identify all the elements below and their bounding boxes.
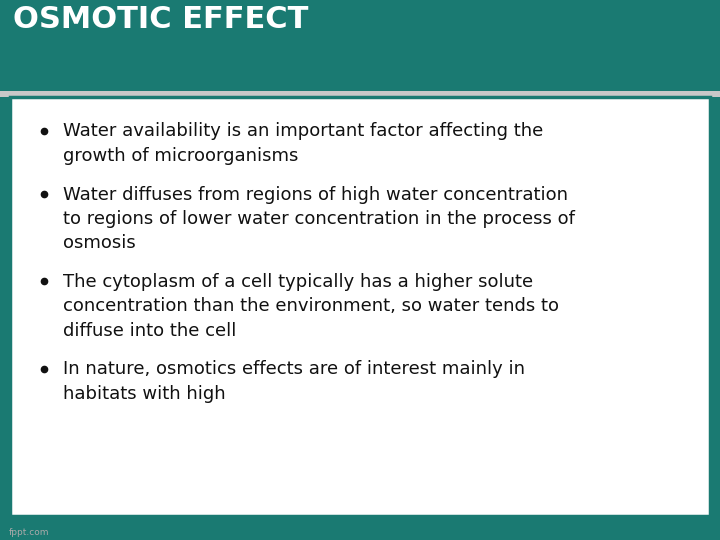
- Text: Water availability is an important factor affecting the: Water availability is an important facto…: [63, 122, 543, 140]
- Text: OSMOTIC EFFECT: OSMOTIC EFFECT: [13, 5, 308, 35]
- Text: to regions of lower water concentration in the process of: to regions of lower water concentration …: [63, 210, 575, 228]
- Text: growth of microorganisms: growth of microorganisms: [63, 146, 298, 165]
- Text: concentration than the environment, so water tends to: concentration than the environment, so w…: [63, 297, 559, 315]
- Text: osmosis: osmosis: [63, 234, 135, 252]
- FancyBboxPatch shape: [10, 97, 710, 516]
- Text: The cytoplasm of a cell typically has a higher solute: The cytoplasm of a cell typically has a …: [63, 273, 533, 291]
- Text: fppt.com: fppt.com: [9, 528, 49, 537]
- Text: In nature, osmotics effects are of interest mainly in: In nature, osmotics effects are of inter…: [63, 360, 525, 379]
- Text: Water diffuses from regions of high water concentration: Water diffuses from regions of high wate…: [63, 186, 567, 204]
- FancyBboxPatch shape: [0, 91, 720, 97]
- Text: diffuse into the cell: diffuse into the cell: [63, 321, 236, 340]
- Text: habitats with high: habitats with high: [63, 384, 231, 403]
